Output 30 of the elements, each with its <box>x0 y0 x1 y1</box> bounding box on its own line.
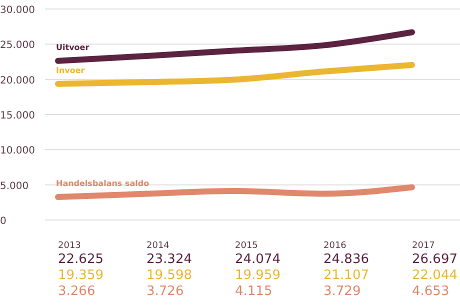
series-label: Uitvoer <box>56 42 90 52</box>
data-label: 23.324 <box>146 252 192 267</box>
y-tick-label: 10.000 <box>0 146 35 157</box>
y-tick-label: 20.000 <box>0 75 35 86</box>
x-tick-label: 2014 <box>146 241 170 251</box>
series-label: Invoer <box>56 66 85 75</box>
data-label: 22.044 <box>412 268 458 283</box>
data-label: 22.625 <box>58 252 104 267</box>
y-tick-label: 0 <box>0 216 6 227</box>
data-label: 3.726 <box>146 284 184 299</box>
data-label: 19.598 <box>146 268 192 283</box>
x-tick-label: 2013 <box>58 241 81 251</box>
data-label: 21.107 <box>324 268 369 283</box>
series-label: Handelsbalans saldo <box>56 179 150 188</box>
data-label: 4.653 <box>412 284 450 299</box>
data-label: 24.836 <box>324 252 369 267</box>
data-label: 26.697 <box>412 252 458 267</box>
x-tick-label: 2017 <box>412 241 435 251</box>
x-tick-label: 2015 <box>235 241 258 251</box>
data-label: 19.959 <box>235 268 280 283</box>
y-tick-label: 15.000 <box>0 110 35 122</box>
data-label: 24.074 <box>235 252 280 267</box>
y-tick-label: 30.000 <box>0 5 35 16</box>
data-label: 3.729 <box>324 284 361 299</box>
y-tick-label: 5.000 <box>0 180 29 192</box>
x-tick-label: 2016 <box>324 241 347 251</box>
y-tick-label: 25.000 <box>0 40 35 52</box>
data-label: 19.359 <box>58 268 104 283</box>
data-label: 3.266 <box>58 284 96 299</box>
data-label: 4.115 <box>235 284 272 299</box>
